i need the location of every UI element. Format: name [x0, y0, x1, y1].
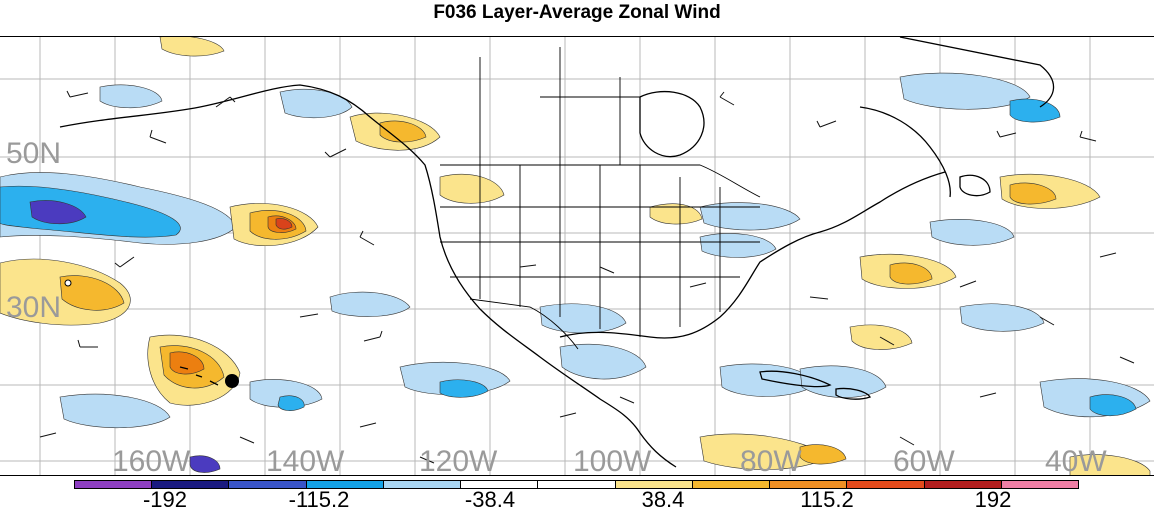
neg-mid-patch [0, 185, 181, 238]
lon-label-160w: 160W [112, 445, 191, 476]
neg-mid-patch [277, 395, 305, 411]
hispaniola [835, 387, 872, 400]
pos-light-patch [1009, 182, 1057, 205]
gulf-coast [559, 171, 946, 339]
neg-pale-patch [539, 303, 627, 334]
neg-pale-patch [59, 393, 171, 429]
canada-provinces [479, 47, 640, 165]
neg-pale-patch [99, 84, 163, 109]
cuba [759, 370, 832, 388]
neg-strong-patch [189, 455, 221, 473]
hudson-bay [639, 90, 705, 158]
pos-pale-patch [1069, 454, 1151, 475]
pos-strong-patch [275, 218, 293, 230]
colorbar [74, 480, 1079, 489]
colorbar-segment [383, 481, 462, 488]
colorbar-segment [306, 481, 384, 488]
labrador-coast [859, 106, 951, 198]
map-panel: 50N 30N 160W 140W 120W 100W 80W 60W 40W [0, 36, 1154, 476]
neg-pale-patch [329, 291, 411, 317]
neg-pale-patch [279, 89, 353, 119]
colorbar-segment [1001, 481, 1079, 488]
neg-pale-patch [929, 219, 1015, 246]
pos-pale-patch [649, 203, 703, 225]
open-marker [64, 279, 72, 287]
colorbar-segment [461, 481, 539, 488]
neg-pale-patch [959, 303, 1045, 332]
colorbar-label-5: 192 [974, 487, 1012, 512]
wind-shading [0, 37, 1151, 475]
colorbar-segment [615, 481, 693, 488]
us-mexico-border [469, 298, 579, 350]
pos-light-patch [379, 120, 427, 143]
pos-light-patch [799, 444, 847, 465]
colorbar-label-2: -38.4 [464, 487, 516, 512]
neg-pale-patch [249, 379, 323, 408]
colorbar-segment [770, 481, 848, 488]
station-marker [225, 374, 239, 388]
newfoundland [959, 174, 991, 197]
neg-pale-patch [559, 343, 647, 380]
north-america-coast [59, 84, 677, 468]
state-lines [440, 165, 760, 337]
neg-pale-patch [699, 202, 801, 231]
neg-strong-patch [29, 200, 87, 225]
colorbar-segment [229, 481, 307, 488]
colorbar-segment [152, 481, 230, 488]
map-canvas [0, 37, 1154, 475]
colorbar-segment [692, 481, 771, 488]
lon-label-140w: 140W [266, 445, 345, 476]
pos-mid-patch [169, 351, 205, 375]
neg-mid-patch [1089, 394, 1137, 417]
lon-label-40w: 40W [1045, 445, 1107, 476]
wind-barbs [39, 90, 1135, 464]
neg-pale-patch [699, 233, 777, 258]
us-canada-border [440, 164, 761, 198]
colorbar-segment [538, 481, 616, 488]
colorbar-label-1: -115.2 [288, 487, 350, 512]
hawaii [179, 366, 219, 386]
lat-label-30n: 30N [6, 291, 62, 324]
coastlines [59, 37, 1055, 468]
colorbar-segment [847, 481, 925, 488]
lon-label-100w: 100W [573, 445, 652, 476]
colorbar-segment [75, 481, 153, 488]
colorbar-label-4: 115.2 [800, 487, 854, 512]
lat-label-50n: 50N [6, 137, 62, 170]
lon-label-80w: 80W [740, 445, 802, 476]
borders [440, 47, 761, 350]
neg-pale-patch [799, 365, 887, 398]
colorbar-label-3: 38.4 [641, 487, 685, 512]
pos-pale-patch [439, 173, 505, 204]
colorbar-label-0: -192 [142, 487, 188, 512]
pos-light-patch [889, 262, 933, 285]
pos-pale-patch [159, 37, 225, 57]
pos-light-patch [59, 275, 125, 311]
lon-label-120w: 120W [419, 445, 498, 476]
greenland [899, 37, 1055, 108]
chart-title: F036 Layer-Average Zonal Wind [433, 2, 721, 23]
lon-label-60w: 60W [893, 445, 955, 476]
neg-pale-patch [899, 72, 1031, 110]
neg-mid-patch [439, 379, 489, 398]
neg-mid-patch [1009, 98, 1061, 123]
colorbar-segment [924, 481, 1002, 488]
